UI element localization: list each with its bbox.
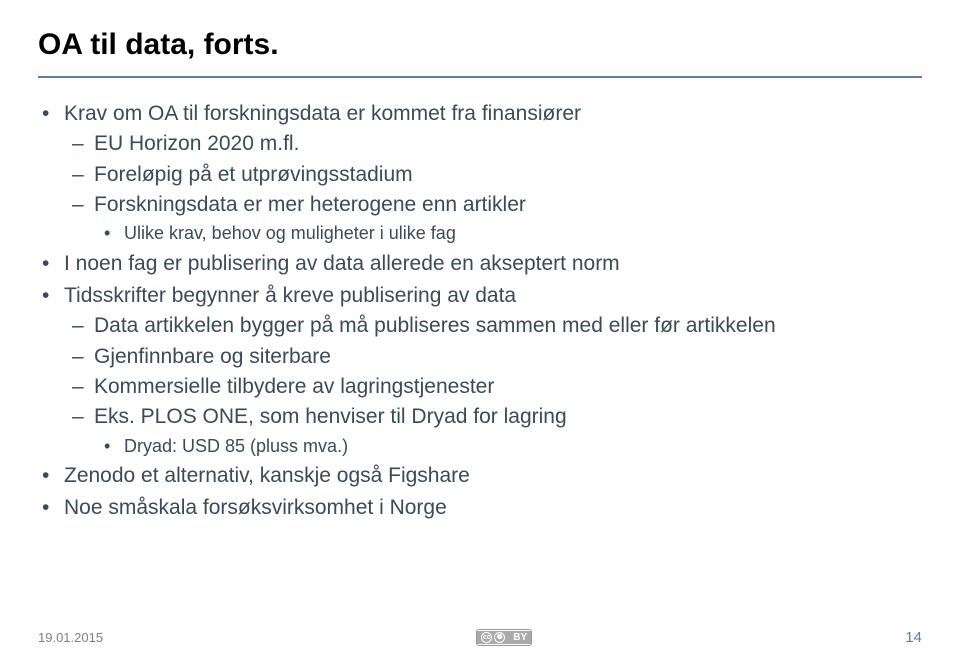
by-circle-icon: ⚉ (494, 632, 505, 643)
bullet-item: Foreløpig på et utprøvingsstadium (64, 161, 922, 189)
footer-date: 19.01.2015 (38, 630, 103, 645)
bullet-item: Krav om OA til forskningsdata er kommet … (38, 100, 922, 246)
bullet-text: Noe småskala forsøksvirksomhet i Norge (64, 496, 447, 519)
bullet-item: Data artikkelen bygger på må publiseres … (64, 312, 922, 340)
bullet-item: Kommersielle tilbydere av lagringstjenes… (64, 373, 922, 401)
bullet-item: Tidsskrifter begynner å kreve publiserin… (38, 282, 922, 458)
bullet-item: Gjenfinnbare og siterbare (64, 343, 922, 371)
bullet-text: Zenodo et alternativ, kanskje også Figsh… (64, 464, 470, 487)
slide-body: Krav om OA til forskningsdata er kommet … (38, 100, 922, 523)
cc-circle-icon: cc (481, 632, 492, 643)
bullet-item: Forskningsdata er mer heterogene enn art… (64, 191, 922, 246)
bullet-text: Ulike krav, behov og muligheter i ulike … (124, 223, 456, 243)
bullet-item: I noen fag er publisering av data allere… (38, 250, 922, 278)
bullet-item: Eks. PLOS ONE, som henviser til Dryad fo… (64, 403, 922, 458)
bullet-text: Krav om OA til forskningsdata er kommet … (64, 102, 581, 125)
bullet-text: Gjenfinnbare og siterbare (94, 345, 331, 368)
bullet-text: Data artikkelen bygger på må publiseres … (94, 314, 776, 337)
cc-by-badge-icon: cc ⚉ BY (476, 629, 532, 646)
cc-badge-right: BY (509, 631, 531, 644)
bullet-item: Zenodo et alternativ, kanskje også Figsh… (38, 462, 922, 490)
slide-title: OA til data, forts. (38, 28, 922, 62)
slide-footer: 19.01.2015 cc ⚉ BY 14 (38, 629, 922, 646)
title-rule (38, 76, 922, 78)
bullet-item: Ulike krav, behov og muligheter i ulike … (94, 221, 922, 245)
bullet-item: Noe småskala forsøksvirksomhet i Norge (38, 494, 922, 522)
page-number: 14 (905, 629, 922, 646)
bullet-item: Dryad: USD 85 (pluss mva.) (94, 434, 922, 458)
bullet-text: Eks. PLOS ONE, som henviser til Dryad fo… (94, 405, 567, 428)
bullet-text: Tidsskrifter begynner å kreve publiserin… (64, 284, 516, 307)
cc-badge-left: cc ⚉ (477, 631, 509, 644)
bullet-text: Dryad: USD 85 (pluss mva.) (124, 436, 348, 456)
bullet-text: Kommersielle tilbydere av lagringstjenes… (94, 375, 494, 398)
bullet-text: EU Horizon 2020 m.fl. (94, 132, 299, 155)
bullet-item: EU Horizon 2020 m.fl. (64, 130, 922, 158)
bullet-text: Forskningsdata er mer heterogene enn art… (94, 193, 526, 216)
bullet-text: I noen fag er publisering av data allere… (64, 252, 620, 275)
bullet-text: Foreløpig på et utprøvingsstadium (94, 163, 413, 186)
